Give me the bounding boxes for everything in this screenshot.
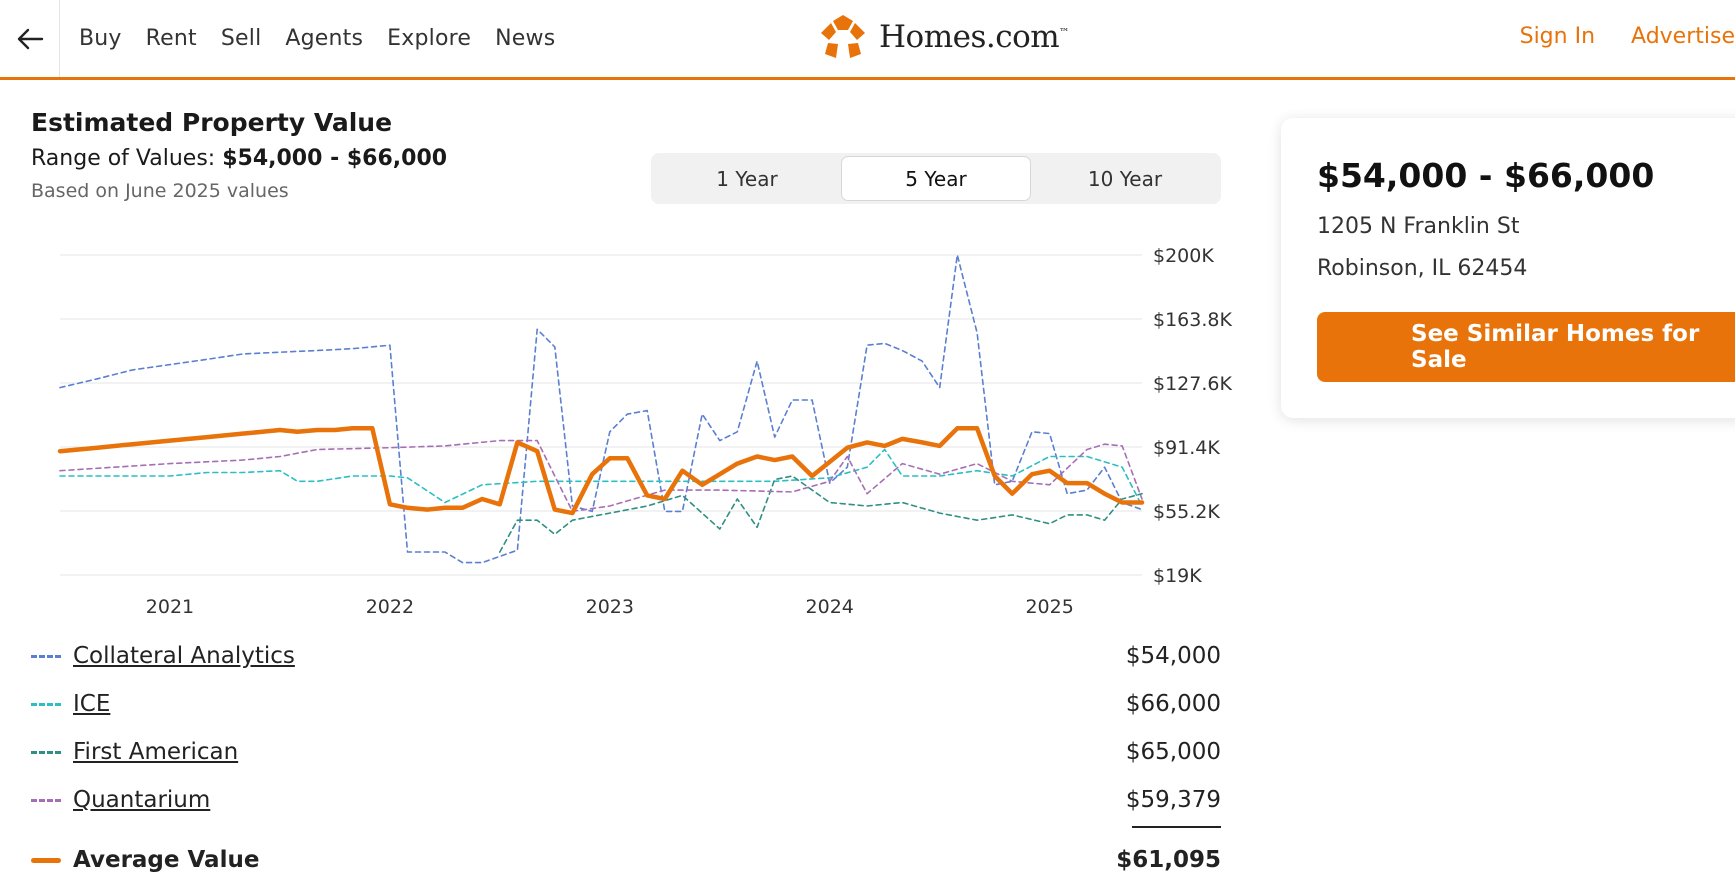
sign-in-link[interactable]: Sign In bbox=[1519, 23, 1596, 49]
value-history-chart: $200K $163.8K $127.6K $91.4K $55.2K $19K 2021 2… bbox=[57, 245, 1232, 618]
range-value: $54,000 - $66,000 bbox=[222, 146, 448, 171]
x-tick-label: 2023 bbox=[586, 596, 634, 618]
nav-news[interactable]: News bbox=[495, 26, 556, 51]
homes-logo-icon bbox=[821, 15, 865, 58]
legend-link-collateral-analytics[interactable]: Collateral Analytics bbox=[73, 643, 295, 669]
nav-sell[interactable]: Sell bbox=[220, 26, 262, 51]
card-city-address: Robinson, IL 62454 bbox=[1317, 256, 1528, 281]
nav-buy[interactable]: Buy bbox=[79, 26, 122, 51]
dashed-swatch bbox=[31, 750, 61, 754]
legend-link-quantarium[interactable]: Quantarium bbox=[73, 787, 211, 813]
range-of-values: Range of Values: $54,000 - $66,000 bbox=[31, 146, 447, 171]
value-summary-card: $54,000 - $66,000 1205 N Franklin St Rob… bbox=[1281, 118, 1735, 418]
back-button[interactable] bbox=[0, 0, 60, 77]
header-actions: Sign In Advertise bbox=[1484, 0, 1735, 72]
dashed-swatch bbox=[31, 654, 61, 658]
legend-link-first-american[interactable]: First American bbox=[73, 739, 239, 765]
tab-10-year[interactable]: 10 Year bbox=[1087, 166, 1163, 191]
advertise-link[interactable]: Advertise bbox=[1631, 23, 1735, 49]
x-tick-label: 2025 bbox=[1025, 596, 1073, 618]
site-header: Buy Rent Sell Agents Explore News Homes.… bbox=[0, 0, 1735, 80]
legend-value: $65,000 bbox=[1125, 739, 1221, 765]
average-value: $61,095 bbox=[1116, 847, 1221, 873]
average-label: Average Value bbox=[73, 847, 260, 873]
tab-1-year[interactable]: 1 Year bbox=[716, 166, 778, 191]
section-title: Estimated Property Value bbox=[31, 108, 393, 137]
y-tick-label: $55.2K bbox=[1153, 501, 1220, 523]
series-line-ice bbox=[59, 448, 1143, 507]
x-tick-label: 2024 bbox=[806, 596, 854, 618]
legend-value: $54,000 bbox=[1125, 643, 1221, 669]
solid-swatch bbox=[31, 857, 61, 863]
range-label: Range of Values: bbox=[31, 146, 216, 171]
nav-agents[interactable]: Agents bbox=[285, 26, 364, 51]
x-tick-label: 2022 bbox=[366, 596, 414, 618]
legend-row-average: Average Value $61,095 bbox=[31, 836, 1221, 884]
legend-row-collateral-analytics: Collateral Analytics $54,000 bbox=[31, 632, 1221, 680]
y-tick-label: $163.8K bbox=[1153, 309, 1232, 331]
total-divider bbox=[31, 824, 1221, 836]
legend-value: $59,379 bbox=[1125, 787, 1221, 813]
nav-rent[interactable]: Rent bbox=[145, 26, 197, 51]
logo-text: Homes.com™ bbox=[879, 19, 1069, 55]
y-tick-label: $19K bbox=[1153, 565, 1202, 587]
main-nav: Buy Rent Sell Agents Explore News bbox=[79, 0, 579, 77]
card-street-address: 1205 N Franklin St bbox=[1317, 214, 1520, 239]
see-similar-homes-button[interactable]: See Similar Homes for Sale bbox=[1317, 312, 1735, 382]
dashed-swatch bbox=[31, 702, 61, 706]
x-tick-label: 2021 bbox=[146, 596, 194, 618]
legend-row-quantarium: Quantarium $59,379 bbox=[31, 776, 1221, 824]
y-tick-label: $91.4K bbox=[1153, 437, 1220, 459]
homes-logo[interactable]: Homes.com™ bbox=[819, 12, 1069, 62]
y-tick-label: $127.6K bbox=[1153, 373, 1232, 395]
arrow-left-icon bbox=[17, 28, 43, 49]
series-line-average-value bbox=[57, 426, 1145, 516]
period-selector: 1 Year 5 Year 10 Year bbox=[651, 153, 1221, 204]
based-on-note: Based on June 2025 values bbox=[31, 180, 289, 202]
card-range: $54,000 - $66,000 bbox=[1317, 156, 1655, 195]
y-tick-label: $200K bbox=[1153, 245, 1214, 267]
tab-5-year[interactable]: 5 Year bbox=[841, 156, 1031, 201]
dashed-swatch bbox=[31, 798, 61, 802]
value-legend: Collateral Analytics $54,000 ICE $66,000… bbox=[31, 632, 1221, 884]
legend-row-ice: ICE $66,000 bbox=[31, 680, 1221, 728]
series-line-quantarium bbox=[59, 439, 1143, 513]
nav-explore[interactable]: Explore bbox=[387, 26, 472, 51]
series-line-collateral-analytics bbox=[59, 254, 1143, 564]
legend-link-ice[interactable]: ICE bbox=[73, 691, 111, 717]
total-rule bbox=[1132, 826, 1221, 828]
legend-row-first-american: First American $65,000 bbox=[31, 728, 1221, 776]
series-line-first-american bbox=[498, 475, 1143, 553]
legend-value: $66,000 bbox=[1125, 691, 1221, 717]
